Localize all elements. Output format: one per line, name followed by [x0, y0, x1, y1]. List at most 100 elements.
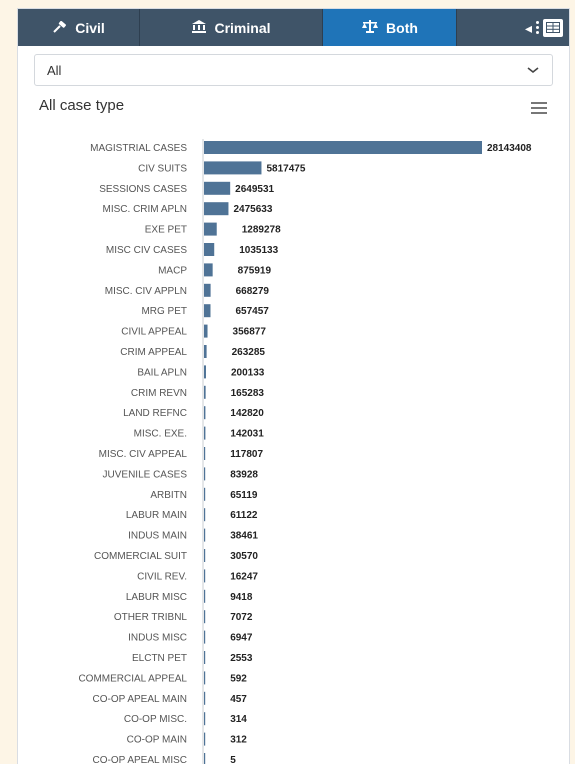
- bar[interactable]: [204, 712, 206, 726]
- data-label: 200133: [231, 367, 265, 378]
- tab-tools: ◂: [457, 9, 569, 46]
- scroll-left-icon[interactable]: ◂: [524, 19, 532, 36]
- data-label: 356877: [233, 327, 267, 338]
- dashboard-panel: Civil Criminal Both ◂ All All case type: [17, 8, 570, 764]
- bar[interactable]: [204, 691, 206, 705]
- bar[interactable]: [204, 732, 206, 746]
- bar[interactable]: [204, 385, 206, 399]
- bar[interactable]: [204, 447, 206, 460]
- data-label: 5: [230, 755, 236, 764]
- bar[interactable]: [204, 161, 262, 175]
- data-label: 457: [230, 694, 247, 705]
- data-label: 16247: [230, 571, 258, 582]
- bar[interactable]: [204, 426, 206, 440]
- data-label: 875919: [238, 265, 272, 276]
- bar[interactable]: [204, 243, 215, 256]
- category-label: CO-OP APEAL MISC: [93, 755, 187, 764]
- bar[interactable]: [204, 406, 206, 420]
- table-view-icon[interactable]: [543, 18, 563, 37]
- bar[interactable]: [204, 141, 482, 154]
- data-label: 117807: [230, 449, 263, 460]
- category-label: OTHER TRIBNL: [114, 612, 188, 623]
- category-label: MAGISTRIAL CASES: [90, 143, 187, 154]
- tab-criminal[interactable]: Criminal: [140, 9, 323, 46]
- bar[interactable]: [204, 671, 206, 685]
- bar[interactable]: [204, 324, 208, 338]
- data-label: 65119: [230, 490, 258, 501]
- data-label: 668279: [236, 286, 270, 297]
- data-label: 83928: [230, 469, 258, 480]
- bar[interactable]: [204, 304, 211, 318]
- bar[interactable]: [204, 181, 231, 195]
- bar[interactable]: [204, 528, 206, 542]
- category-label: MACP: [158, 265, 187, 276]
- chevron-down-icon: [527, 67, 539, 74]
- bar[interactable]: [204, 589, 206, 603]
- data-label: 165283: [231, 388, 265, 399]
- category-label: COMMERCIAL SUIT: [94, 551, 187, 562]
- category-label: CIVIL APPEAL: [121, 327, 187, 338]
- data-label: 2553: [230, 653, 253, 664]
- data-label: 592: [230, 673, 247, 684]
- category-label: LABUR MAIN: [126, 510, 187, 521]
- tab-both-label: Both: [386, 19, 418, 36]
- data-label: 9418: [230, 592, 253, 603]
- case-filter-select[interactable]: All: [34, 54, 553, 86]
- category-label: BAIL APLN: [137, 367, 187, 378]
- category-label: INDUS MISC: [128, 633, 187, 644]
- data-label: 142031: [230, 429, 264, 440]
- category-label: CO-OP MISC.: [124, 714, 187, 725]
- category-label: CRIM APPEAL: [120, 347, 187, 358]
- data-label: 38461: [230, 531, 258, 542]
- bar[interactable]: [204, 202, 229, 216]
- bar[interactable]: [204, 753, 206, 764]
- data-label: 2475633: [233, 204, 272, 215]
- category-label: JUVENILE CASES: [103, 469, 188, 480]
- bar[interactable]: [204, 365, 206, 379]
- bar-chart-svg: MAGISTRIAL CASES 28143408 CIV SUITS 5817475…: [78, 139, 532, 764]
- tab-civil[interactable]: Civil: [18, 9, 140, 46]
- category-label: SESSIONS CASES: [99, 184, 187, 195]
- chart-menu-icon[interactable]: [531, 102, 547, 114]
- category-label: MISC. CIV APPEAL: [99, 449, 188, 460]
- category-label: LAND REFNC: [123, 408, 187, 419]
- bar[interactable]: [204, 487, 206, 501]
- bar[interactable]: [204, 283, 211, 297]
- bar[interactable]: [204, 610, 206, 624]
- data-label: 7072: [230, 612, 253, 623]
- data-label: 30570: [230, 551, 258, 562]
- data-label: 2649531: [235, 184, 274, 195]
- bar[interactable]: [204, 263, 213, 277]
- gavel-icon: [52, 20, 68, 35]
- tab-criminal-label: Criminal: [214, 19, 271, 36]
- bar[interactable]: [204, 467, 206, 481]
- bar[interactable]: [204, 569, 206, 583]
- data-label: 263285: [232, 347, 266, 358]
- bar[interactable]: [204, 651, 206, 664]
- category-label: ELCTN PET: [132, 653, 187, 664]
- category-label: MISC. EXE.: [134, 429, 187, 440]
- category-label: MISC. CIV APPLN: [105, 286, 187, 297]
- category-label: CIVIL REV.: [137, 571, 187, 582]
- tab-both[interactable]: Both: [323, 9, 457, 46]
- data-label: 1035133: [239, 245, 278, 256]
- bar[interactable]: [204, 222, 217, 236]
- more-options-icon[interactable]: [536, 21, 539, 34]
- tab-civil-label: Civil: [75, 19, 105, 36]
- category-label: MRG PET: [141, 306, 187, 317]
- data-label: 1289278: [242, 225, 281, 236]
- bar[interactable]: [204, 345, 207, 358]
- bar[interactable]: [204, 549, 206, 562]
- category-label: MISC. CRIM APLN: [103, 204, 187, 215]
- case-type-bar-chart: MAGISTRIAL CASES 28143408 CIV SUITS 5817475…: [18, 9, 569, 764]
- case-filter-value: All: [47, 62, 62, 78]
- bar[interactable]: [204, 508, 206, 522]
- category-label: CO-OP APEAL MAIN: [93, 694, 187, 705]
- data-label: 28143408: [487, 143, 532, 154]
- bar[interactable]: [204, 630, 206, 644]
- data-label: 312: [230, 735, 247, 746]
- category-label: MISC CIV CASES: [106, 245, 187, 256]
- data-label: 657457: [235, 306, 269, 317]
- category-label: INDUS MAIN: [128, 531, 187, 542]
- courthouse-icon: [191, 20, 207, 35]
